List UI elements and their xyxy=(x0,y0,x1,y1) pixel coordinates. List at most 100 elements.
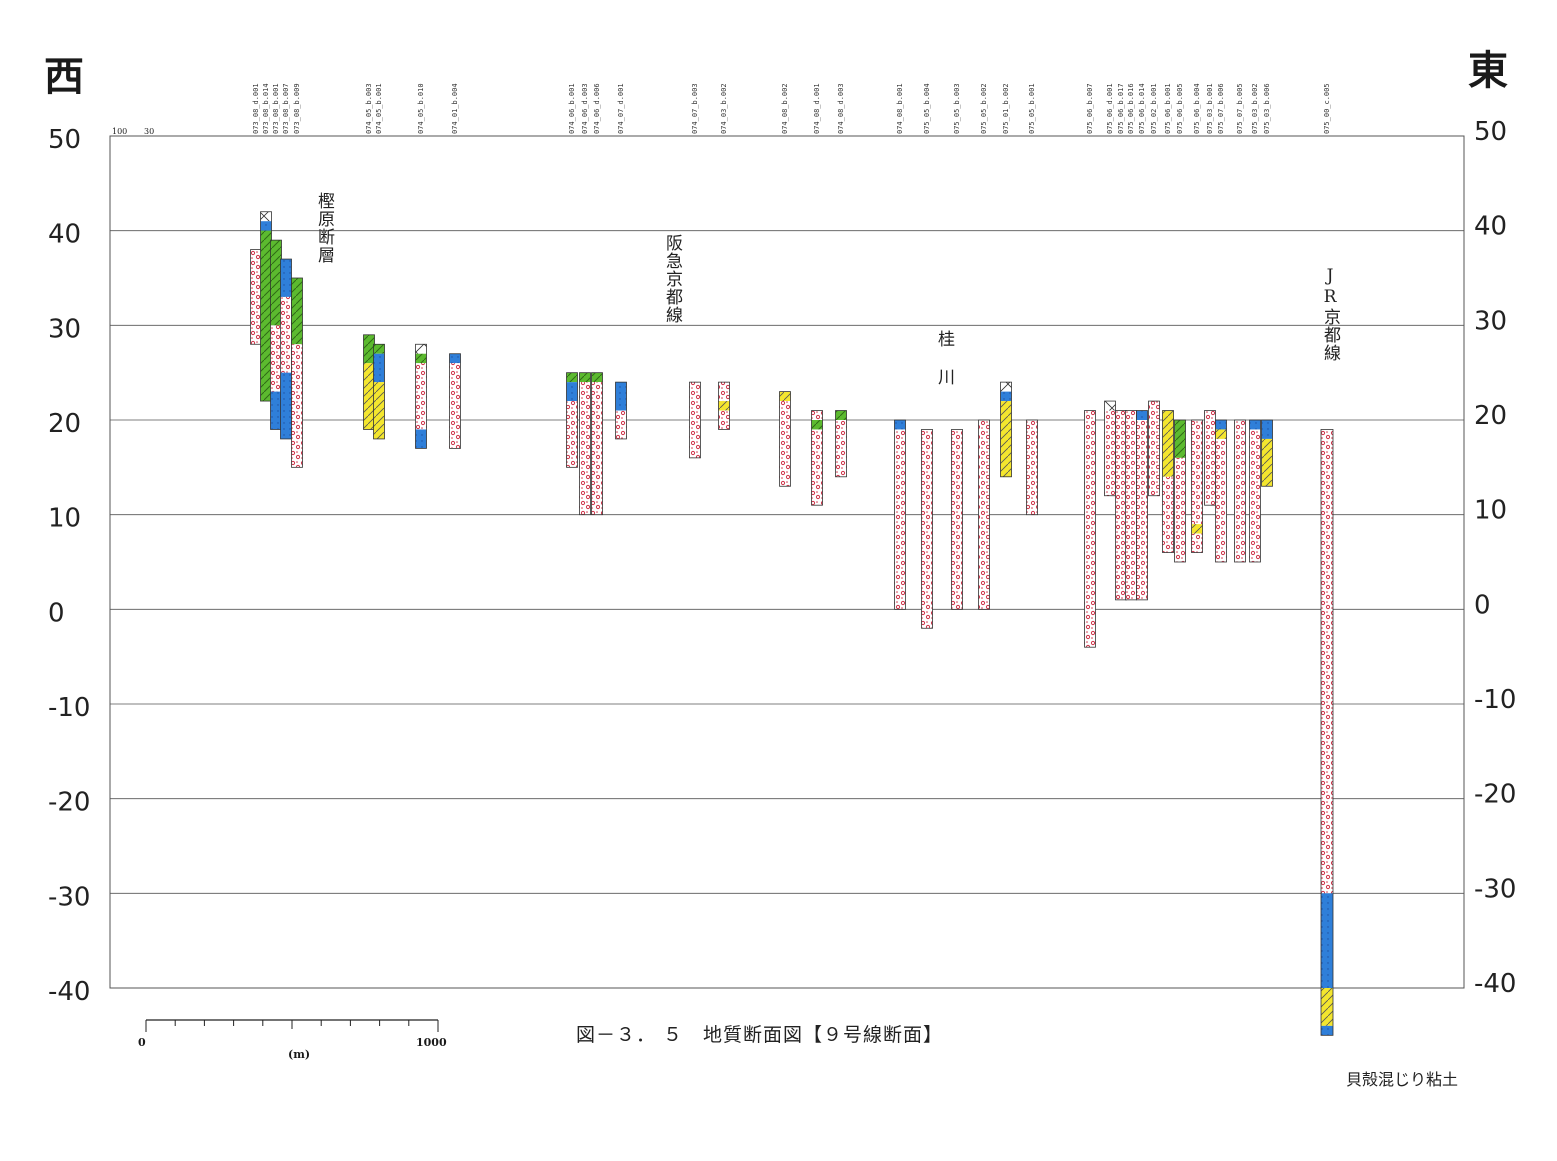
borehole-outline xyxy=(1234,419,1246,563)
borehole-layer-clay-blue xyxy=(1249,420,1261,430)
borehole-outline xyxy=(591,372,603,516)
borehole-column xyxy=(1148,400,1160,497)
y-tick-right: -20 xyxy=(1474,780,1516,810)
borehole-outline xyxy=(1191,419,1203,553)
west-label: 西 xyxy=(44,54,84,100)
borehole-layer-gravel xyxy=(1148,401,1160,496)
borehole-layer-silt-green xyxy=(579,372,591,383)
y-tick-left: -30 xyxy=(48,882,90,912)
borehole-layer-gravel xyxy=(718,410,730,430)
borehole-column xyxy=(1191,419,1203,553)
borehole-outline xyxy=(1084,410,1096,648)
scale-start-label: 0 xyxy=(138,1036,146,1049)
scale-end-label: 1000 xyxy=(416,1036,447,1049)
borehole-layer-clay-blue xyxy=(415,429,427,449)
borehole-layer-gravel xyxy=(978,420,990,610)
borehole-layer-silt-green xyxy=(291,278,303,345)
borehole-layer-sand-yellow xyxy=(1000,401,1012,477)
borehole-layer-sand-yellow xyxy=(1162,429,1174,477)
y-tick-left: 0 xyxy=(48,598,65,628)
borehole-id-label: 075_07_b.005 xyxy=(1236,83,1244,134)
borehole-id-label: 073_08_b.007 xyxy=(282,83,290,134)
borehole-id-label: 075_06_b.005 xyxy=(1176,83,1184,134)
borehole-id-label: 075_07_b.006 xyxy=(1217,83,1225,134)
borehole-layer-gravel xyxy=(1191,420,1203,525)
borehole-layer-clay-blue xyxy=(615,382,627,411)
borehole-id-label: 075_03_b.001 xyxy=(1206,83,1214,134)
borehole-layer-gravel xyxy=(779,401,791,487)
borehole-layer-gravel xyxy=(250,249,262,345)
borehole-column xyxy=(1125,410,1137,601)
borehole-outline xyxy=(1320,429,1334,1036)
borehole-column xyxy=(951,429,963,610)
y-tick-left: -40 xyxy=(48,977,90,1007)
borehole-column xyxy=(373,343,385,440)
y-tick-right: -10 xyxy=(1474,685,1516,715)
borehole-id-label: 074_08_d.001 xyxy=(813,83,821,134)
borehole-layer-silt-green xyxy=(566,372,578,383)
borehole-layer-sand-yellow xyxy=(373,382,385,439)
borehole-layer-gravel xyxy=(1204,410,1216,506)
y-tick-left: 40 xyxy=(48,220,81,250)
y-tick-right: -40 xyxy=(1474,969,1516,999)
borehole-id-label: 074_01_b.004 xyxy=(451,83,459,134)
borehole-layer-gravel xyxy=(1174,457,1186,562)
borehole-id-label: 073_08_d.001 xyxy=(252,83,260,134)
borehole-layer-clay-blue xyxy=(1136,410,1148,420)
borehole-column xyxy=(1261,419,1273,487)
y-tick-right: 10 xyxy=(1474,496,1507,526)
borehole-outline xyxy=(978,419,990,610)
borehole-layer-clay-blue xyxy=(1321,893,1333,988)
borehole-column xyxy=(1162,410,1174,553)
borehole-layer-clay-blue xyxy=(270,391,282,430)
borehole-outline xyxy=(1136,410,1148,601)
borehole-id-label: 074_05_b.003 xyxy=(365,83,373,134)
borehole-column xyxy=(1026,419,1038,516)
borehole-layer-clay-blue xyxy=(1215,420,1227,430)
borehole-layer-silt-green xyxy=(373,344,385,354)
borehole-id-label: 075_00_c.005 xyxy=(1323,83,1331,134)
borehole-column xyxy=(415,343,427,449)
borehole-layer-gravel xyxy=(566,401,578,468)
borehole-id-label: 074_08_b.002 xyxy=(781,83,789,134)
borehole-column xyxy=(1136,410,1148,601)
borehole-outline xyxy=(689,381,701,459)
borehole-layer-gravel xyxy=(579,382,591,515)
borehole-outline xyxy=(1174,419,1186,563)
top-note-100: 100 xyxy=(112,127,128,136)
borehole-layer-sand-yellow xyxy=(1261,438,1273,487)
borehole-column xyxy=(1215,419,1227,563)
borehole-id-label: 075_05_b.004 xyxy=(923,83,931,134)
borehole-column xyxy=(1320,429,1334,1036)
y-tick-left: -10 xyxy=(48,693,90,723)
east-label: 東 xyxy=(1468,48,1508,94)
borehole-column xyxy=(363,334,375,430)
y-tick-left: 30 xyxy=(48,314,81,344)
borehole-column xyxy=(1000,381,1012,478)
borehole-outline xyxy=(1215,419,1227,563)
shell-clay-label: 貝殻混じり粘土 xyxy=(1346,1070,1459,1089)
borehole-id-label: 073_08_b.009 xyxy=(293,83,301,134)
borehole-layer-sand-yellow xyxy=(363,363,375,430)
borehole-id-label: 075_06_b.016 xyxy=(1127,83,1135,134)
borehole-layer-fill-cross xyxy=(260,211,272,222)
y-tick-left: 10 xyxy=(48,504,81,534)
borehole-layer-gravel xyxy=(1162,476,1174,553)
borehole-layer-silt-green xyxy=(1174,420,1186,458)
borehole-layer-silt-green xyxy=(415,353,427,364)
borehole-layer-fill-cross xyxy=(1104,401,1116,411)
borehole-layer-gravel xyxy=(718,382,730,402)
borehole-layer-gravel xyxy=(280,296,292,373)
borehole-layer-clay-blue xyxy=(1321,1025,1333,1036)
borehole-id-label: 075_06_b.007 xyxy=(1086,83,1094,134)
borehole-outline xyxy=(1026,419,1038,516)
y-tick-right: 30 xyxy=(1474,306,1507,336)
borehole-layer-gravel xyxy=(1136,420,1148,600)
borehole-layer-gravel xyxy=(270,325,282,392)
borehole-id-label: 073_08_b.014 xyxy=(262,83,270,134)
borehole-layer-gravel xyxy=(894,429,906,610)
borehole-outline xyxy=(921,429,933,629)
borehole-outline xyxy=(415,343,427,449)
borehole-layer-sand-yellow xyxy=(718,401,730,411)
borehole-layer-fill-cross xyxy=(1000,382,1012,392)
